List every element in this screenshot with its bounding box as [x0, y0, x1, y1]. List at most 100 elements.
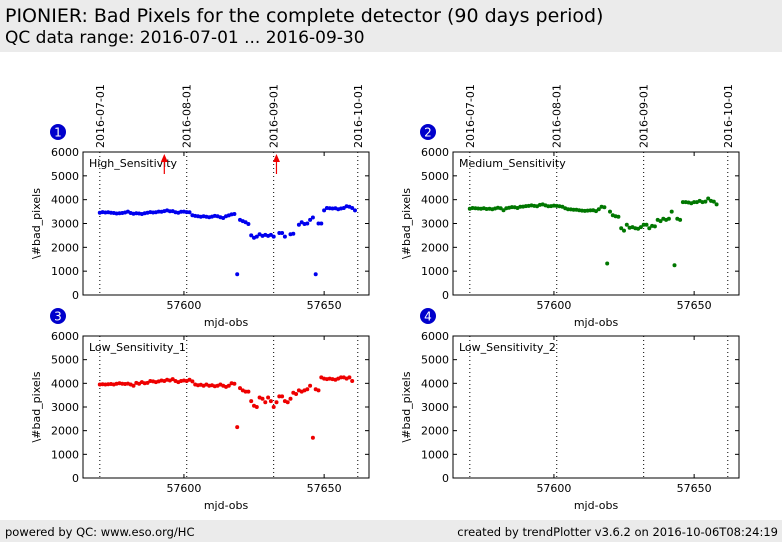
panel3-data-point — [274, 400, 279, 405]
panel3-y-tick-label: 0 — [72, 472, 79, 485]
page-header: PIONIER: Bad Pixels for the complete det… — [0, 0, 782, 52]
panel1-badge — [50, 124, 66, 140]
panel2-y-tick-label: 1000 — [421, 265, 449, 278]
panel3-y-tick-label: 5000 — [51, 354, 79, 367]
panel3-data-point — [263, 400, 268, 405]
panel3-data-point — [310, 435, 315, 440]
panel2-data-point — [638, 225, 643, 230]
panel1-data-point — [280, 231, 285, 235]
panel2-series-label: Medium_Sensitivity — [459, 157, 566, 170]
panel1-y-tick-label: 2000 — [51, 241, 79, 254]
panel1-xlabel: mjd-obs — [204, 316, 249, 329]
panel2-y-tick-label: 0 — [442, 289, 449, 302]
panel2-y-tick-label: 6000 — [421, 146, 449, 159]
panel2-date-label: 2016-08-01 — [551, 84, 564, 148]
panel1-data-point — [254, 234, 259, 239]
panel3-data-point — [280, 394, 285, 399]
panel1-series-label: High_Sensitivity — [89, 157, 178, 170]
panel2-data-point — [484, 207, 489, 211]
panel2-badge — [420, 124, 436, 140]
panel1-x-tick-label: 57600 — [166, 299, 201, 312]
panel3-data-point — [350, 379, 355, 383]
panel3-series-label: Low_Sensitivity_1 — [89, 341, 186, 354]
panel3-data-point — [235, 425, 240, 430]
panel1-data-point — [232, 212, 237, 216]
panel2-data-point — [678, 217, 683, 222]
panel1-outlier-arrow — [272, 154, 280, 162]
panel1-data-point — [246, 222, 251, 226]
panel4-y-tick-label: 4000 — [421, 377, 449, 390]
panel2-data-point — [571, 207, 576, 212]
panel1-data-point — [305, 221, 310, 226]
panel2-xlabel: mjd-obs — [574, 316, 619, 329]
panel4-y-tick-label: 0 — [442, 472, 449, 485]
panel2-data-point — [619, 226, 624, 231]
panel4-badge — [420, 308, 436, 324]
panel2-data-point — [605, 261, 610, 266]
panel3-badge — [50, 308, 66, 324]
panel1-y-tick-label: 4000 — [51, 194, 79, 207]
panel1-data-point — [322, 208, 327, 213]
panel1-data-point — [249, 233, 254, 238]
panel3-data-point — [268, 399, 273, 404]
panel2-data-point — [647, 226, 652, 231]
panel2-y-tick-label: 2000 — [421, 241, 449, 254]
panel1-data-point — [235, 272, 240, 277]
panel1-ylabel: \#bad_pixels — [30, 188, 43, 259]
panel2-data-point — [652, 224, 657, 229]
panel2-data-point — [703, 199, 708, 204]
panel2-y-tick-label: 4000 — [421, 194, 449, 207]
panel3-data-point — [145, 380, 150, 385]
panel3-data-point — [285, 400, 290, 405]
panel4-series-label: Low_Sensitivity_2 — [459, 341, 556, 354]
panel3-data-point — [131, 383, 136, 388]
panel2-data-point — [608, 209, 612, 214]
panel2-x-tick-label: 57600 — [536, 299, 571, 312]
panel2-data-point — [501, 208, 506, 213]
panel3-data-point — [246, 389, 251, 394]
panel1-x-tick-label: 57650 — [307, 299, 342, 312]
panel1-badge-number: 1 — [54, 126, 62, 140]
panel1-frame — [82, 151, 370, 296]
page-subtitle: QC data range: 2016-07-01 ... 2016-09-30 — [5, 28, 365, 48]
panel3-x-tick-label: 57650 — [307, 482, 342, 495]
panel1-data-point — [282, 234, 287, 239]
panel2-frame — [452, 151, 740, 296]
panel3-data-point — [308, 383, 313, 388]
panel2-data-point — [624, 222, 629, 227]
page-footer: powered by QC: www.eso.org/HC created by… — [0, 520, 782, 542]
panel3-x-tick-label: 57600 — [166, 482, 201, 495]
plots-area: 2016-07-01 2016-08-01 2016-09-01 2016-10-01… — [30, 84, 740, 512]
panel3-frame — [82, 335, 370, 479]
panel2-ylabel: \#bad_pixels — [400, 188, 413, 259]
panel1-data-point — [308, 217, 313, 222]
panel1-y-tick-label: 5000 — [51, 170, 79, 183]
panel2-data-point — [602, 205, 607, 210]
panel1-data-point — [114, 211, 119, 216]
panel2-data-point — [680, 200, 685, 205]
panel3-y-tick-label: 6000 — [51, 330, 79, 343]
panel3-data-point — [294, 392, 299, 396]
panel1-data-point — [310, 215, 315, 220]
panel2-data-point — [498, 206, 503, 211]
panel2-badge-number: 2 — [424, 126, 432, 140]
panel2-data-point — [692, 200, 697, 205]
panel2-data-point — [596, 207, 601, 212]
panel2-date-label: 2016-07-01 — [464, 84, 477, 148]
panel1-data-point — [271, 234, 276, 239]
panel2-data-point — [622, 228, 626, 233]
panel3-data-point — [190, 379, 195, 384]
panel3-data-point — [170, 377, 175, 382]
panel1-date-label: 2016-08-01 — [181, 84, 194, 148]
panel2-x-tick-label: 57650 — [677, 299, 712, 312]
page-title: PIONIER: Bad Pixels for the complete det… — [5, 5, 604, 27]
panel2-data-point — [666, 216, 671, 221]
panel1-data-point — [296, 222, 301, 227]
panel1-date-label: 2016-07-01 — [94, 84, 107, 148]
panel2-data-point — [658, 219, 663, 224]
panel2-data-point — [706, 196, 711, 201]
panel1-data-point — [187, 210, 192, 215]
panel3-data-point — [347, 375, 352, 380]
panel4-y-tick-label: 6000 — [421, 330, 449, 343]
panel3-data-point — [260, 396, 265, 401]
